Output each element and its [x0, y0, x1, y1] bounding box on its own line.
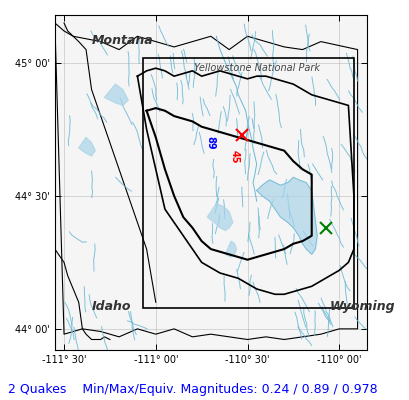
Text: 89: 89: [205, 136, 215, 150]
Polygon shape: [225, 241, 236, 257]
Polygon shape: [207, 204, 232, 230]
Text: Montana: Montana: [91, 34, 153, 47]
Text: 45: 45: [229, 150, 238, 163]
Polygon shape: [79, 137, 95, 156]
Polygon shape: [104, 84, 128, 106]
Text: 2 Quakes    Min/Max/Equiv. Magnitudes: 0.24 / 0.89 / 0.978: 2 Quakes Min/Max/Equiv. Magnitudes: 0.24…: [8, 383, 377, 396]
Text: Idaho: Idaho: [91, 300, 131, 313]
Text: Wyoming: Wyoming: [329, 300, 395, 313]
Bar: [143, 58, 353, 308]
Text: Yellowstone National Park: Yellowstone National Park: [193, 63, 319, 73]
Polygon shape: [256, 177, 317, 254]
